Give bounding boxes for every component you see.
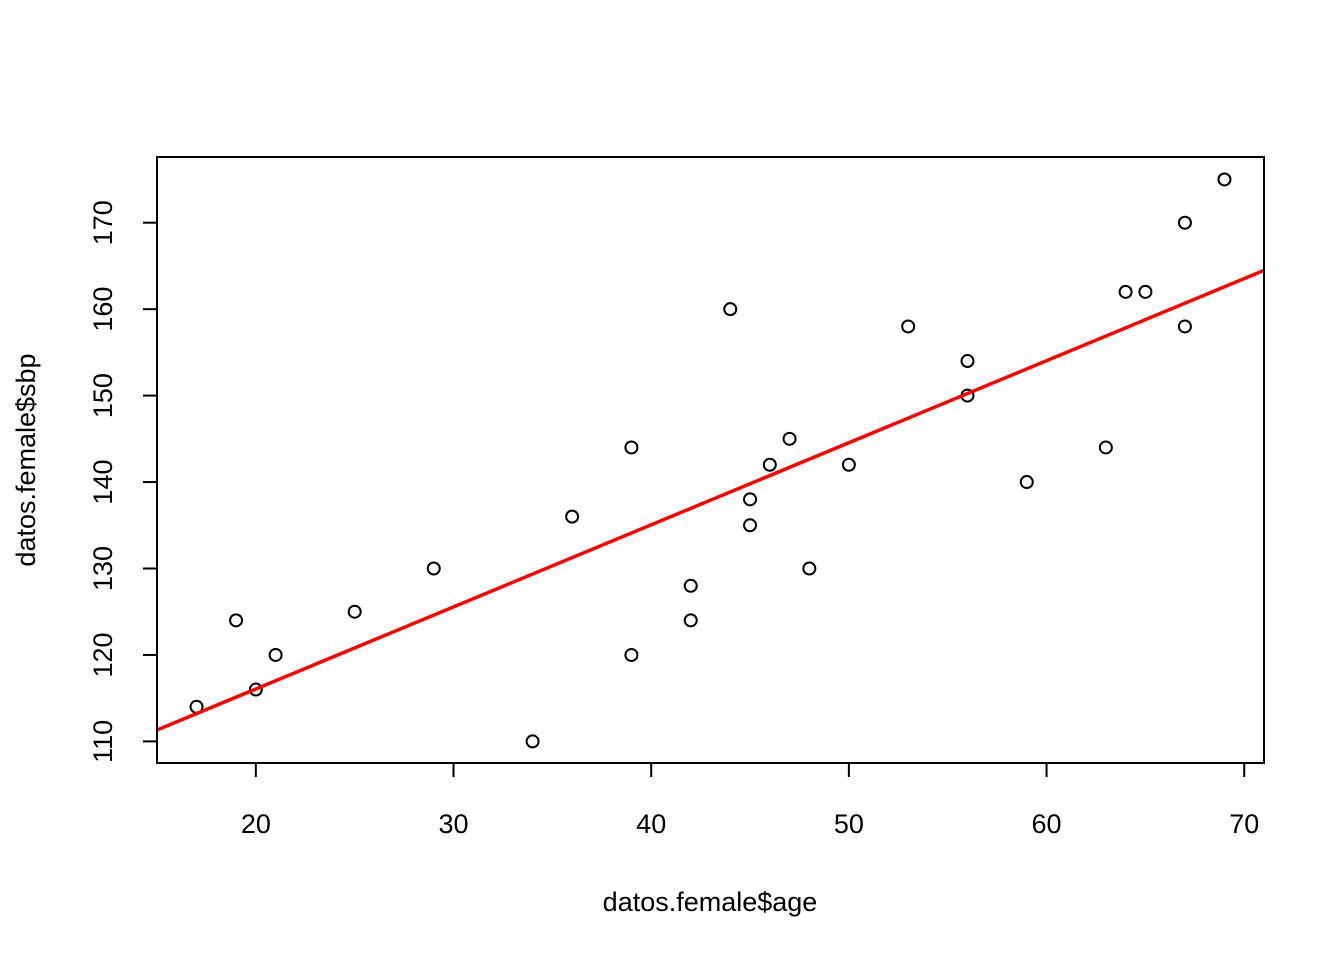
- data-point: [624, 647, 639, 662]
- y-axis: 110 120 130 140 150 160 170: [88, 200, 158, 763]
- data-point: [841, 457, 856, 472]
- data-point: [1019, 475, 1034, 490]
- data-point: [248, 682, 263, 697]
- data-point: [229, 613, 244, 628]
- x-axis-title: datos.female$age: [603, 887, 818, 917]
- data-point: [782, 431, 797, 446]
- data-point: [762, 457, 777, 472]
- data-point: [1177, 215, 1192, 230]
- data-point: [960, 354, 975, 369]
- data-point: [426, 561, 441, 576]
- data-point: [347, 604, 362, 619]
- y-tick-label: 130: [88, 546, 118, 591]
- data-point: [901, 319, 916, 334]
- y-tick-label: 160: [88, 287, 118, 332]
- x-tick-label: 30: [438, 809, 468, 839]
- data-point: [1098, 440, 1113, 455]
- y-axis-title: datos.female$sbp: [11, 353, 41, 566]
- data-point: [1118, 284, 1133, 299]
- data-point: [1217, 172, 1232, 187]
- data-point: [624, 440, 639, 455]
- plot-area: [157, 172, 1264, 749]
- data-point: [268, 647, 283, 662]
- data-point: [743, 518, 758, 533]
- x-tick-label: 50: [834, 809, 864, 839]
- data-point: [1138, 284, 1153, 299]
- data-point: [683, 613, 698, 628]
- y-tick-label: 140: [88, 460, 118, 505]
- y-tick-label: 120: [88, 632, 118, 677]
- data-point: [565, 509, 580, 524]
- data-point: [1177, 319, 1192, 334]
- x-tick-label: 60: [1032, 809, 1062, 839]
- plot-frame: [156, 156, 1265, 764]
- data-point: [683, 578, 698, 593]
- regression-line: [157, 268, 1264, 732]
- x-tick-label: 20: [241, 809, 271, 839]
- data-point: [802, 561, 817, 576]
- x-axis: 20 30 40 50 60 70: [241, 762, 1259, 839]
- x-tick-label: 40: [636, 809, 666, 839]
- y-tick-label: 110: [88, 720, 118, 763]
- data-point: [525, 734, 540, 749]
- x-tick-label: 70: [1229, 809, 1259, 839]
- y-tick-label: 150: [88, 373, 118, 418]
- data-point: [743, 492, 758, 507]
- data-point: [723, 302, 738, 317]
- y-tick-label: 170: [88, 200, 118, 245]
